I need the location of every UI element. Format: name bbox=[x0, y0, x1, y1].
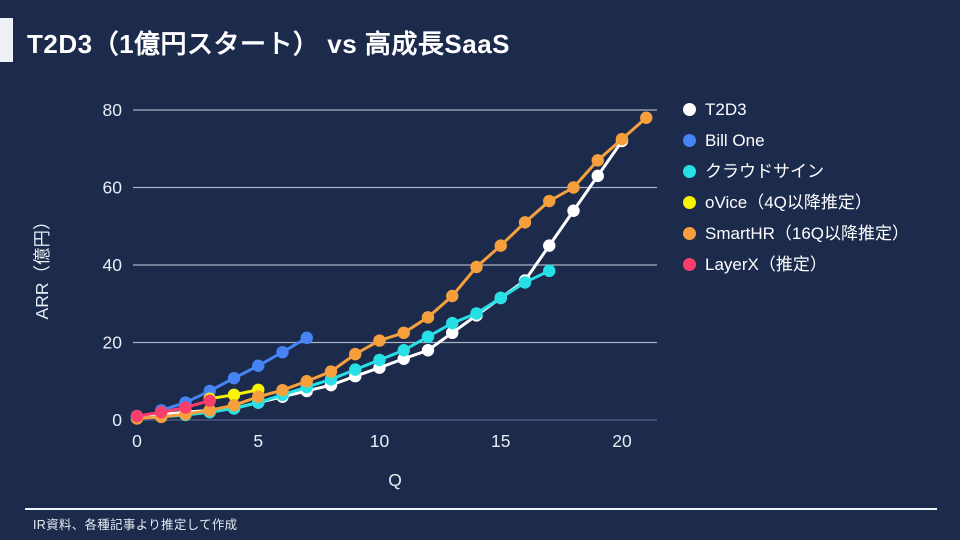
y-tick-label: 80 bbox=[103, 100, 123, 120]
series-line bbox=[135, 139, 624, 418]
legend-item: クラウドサイン bbox=[683, 162, 945, 181]
series-group bbox=[130, 264, 556, 425]
series-group bbox=[130, 394, 216, 423]
data-point bbox=[470, 260, 483, 274]
data-point bbox=[397, 326, 410, 340]
data-point bbox=[397, 352, 410, 365]
legend-item: oVice（4Q以降推定） bbox=[683, 193, 945, 212]
data-point bbox=[227, 399, 241, 412]
title-accent-bar bbox=[0, 18, 13, 62]
x-tick-label: 20 bbox=[612, 431, 632, 451]
data-point bbox=[373, 353, 386, 367]
data-point bbox=[300, 331, 313, 345]
data-point bbox=[155, 406, 168, 419]
data-point bbox=[227, 388, 241, 402]
data-point bbox=[446, 289, 459, 303]
data-point bbox=[203, 394, 216, 407]
legend-dot-icon bbox=[683, 103, 696, 116]
data-point bbox=[494, 291, 507, 305]
legend-dot-icon bbox=[683, 258, 696, 271]
data-point bbox=[567, 204, 580, 217]
data-point bbox=[567, 181, 580, 194]
data-point bbox=[640, 111, 653, 124]
data-point bbox=[446, 316, 459, 330]
y-tick-label: 0 bbox=[112, 410, 122, 430]
data-point bbox=[470, 307, 483, 320]
data-point bbox=[518, 216, 532, 229]
legend-dot-icon bbox=[683, 165, 696, 178]
data-point bbox=[276, 383, 289, 397]
legend-item: LayerX（推定） bbox=[683, 255, 945, 274]
data-point bbox=[252, 359, 265, 372]
y-tick-label: 40 bbox=[103, 255, 123, 275]
data-point bbox=[203, 404, 216, 417]
data-point bbox=[373, 334, 386, 347]
data-point bbox=[397, 344, 410, 357]
x-tick-label: 15 bbox=[491, 431, 510, 451]
data-point bbox=[543, 239, 556, 252]
data-point bbox=[518, 276, 532, 289]
legend-label: LayerX（推定） bbox=[705, 255, 827, 274]
x-axis-title: Q bbox=[388, 470, 402, 490]
data-point bbox=[324, 365, 338, 378]
footer-note: IR資料、各種記事より推定して作成 bbox=[33, 518, 238, 532]
data-point bbox=[130, 409, 144, 423]
legend-label: Bill One bbox=[705, 131, 765, 150]
legend-item: SmartHR（16Q以降推定） bbox=[683, 224, 945, 243]
legend-label: T2D3 bbox=[705, 100, 747, 119]
x-tick-label: 10 bbox=[370, 431, 390, 451]
series-line bbox=[135, 399, 212, 418]
data-point bbox=[276, 345, 289, 359]
data-point bbox=[349, 363, 362, 376]
data-point bbox=[543, 194, 556, 208]
data-point bbox=[421, 344, 435, 357]
data-point bbox=[446, 326, 459, 340]
legend-item: Bill One bbox=[683, 131, 945, 150]
data-point bbox=[252, 390, 265, 403]
slide-title: T2D3（1億円スタート） vs 高成長SaaS bbox=[27, 29, 511, 59]
data-point bbox=[494, 239, 507, 252]
chart-legend: T2D3 Bill One クラウドサイン oVice（4Q以降推定） SmartHR（… bbox=[683, 100, 945, 286]
legend-label: クラウドサイン bbox=[705, 162, 824, 181]
legend-dot-icon bbox=[683, 134, 696, 147]
series-group bbox=[130, 111, 653, 425]
series-group bbox=[130, 134, 629, 423]
legend-label: SmartHR（16Q以降推定） bbox=[705, 224, 910, 243]
data-point bbox=[349, 347, 362, 361]
legend-item: T2D3 bbox=[683, 100, 945, 119]
footer-divider bbox=[25, 508, 937, 510]
data-point bbox=[421, 311, 435, 324]
y-tick-label: 20 bbox=[103, 333, 123, 353]
x-tick-label: 5 bbox=[253, 431, 263, 451]
data-point bbox=[300, 375, 313, 388]
series-line bbox=[135, 116, 648, 420]
data-point bbox=[421, 330, 435, 343]
legend-label: oVice（4Q以降推定） bbox=[705, 193, 872, 212]
data-point bbox=[591, 154, 604, 167]
legend-dot-icon bbox=[683, 227, 696, 240]
y-tick-label: 60 bbox=[103, 178, 123, 198]
y-axis-title: ARR（億円） bbox=[32, 213, 52, 320]
data-point bbox=[179, 401, 192, 414]
data-point bbox=[615, 132, 629, 146]
data-point bbox=[543, 264, 556, 278]
legend-dot-icon bbox=[683, 196, 696, 209]
x-tick-label: 0 bbox=[132, 431, 142, 451]
data-point bbox=[591, 169, 604, 183]
data-point bbox=[227, 371, 241, 385]
